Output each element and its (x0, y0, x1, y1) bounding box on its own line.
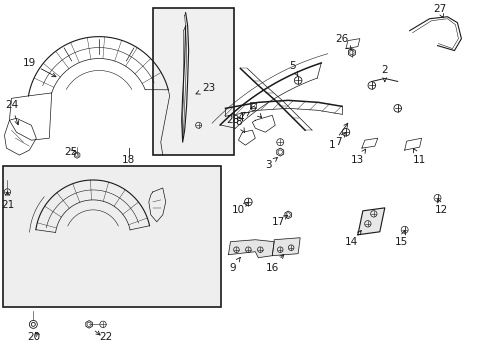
Polygon shape (357, 208, 384, 235)
Text: 17: 17 (271, 215, 287, 227)
Text: 11: 11 (412, 148, 426, 165)
Text: 19: 19 (22, 58, 56, 77)
Text: 5: 5 (288, 60, 297, 76)
Text: 10: 10 (231, 202, 247, 215)
Text: 28: 28 (225, 112, 245, 125)
Text: 9: 9 (229, 257, 240, 273)
Text: 3: 3 (264, 157, 277, 170)
Text: 7: 7 (334, 132, 345, 147)
FancyBboxPatch shape (3, 166, 220, 307)
Text: 6: 6 (248, 103, 261, 118)
Text: 14: 14 (345, 230, 361, 247)
Text: 12: 12 (434, 199, 447, 215)
Text: 23: 23 (196, 84, 215, 94)
FancyBboxPatch shape (152, 8, 234, 155)
Polygon shape (272, 238, 300, 256)
Text: 13: 13 (350, 149, 365, 165)
Text: 15: 15 (394, 231, 407, 247)
Text: 4: 4 (237, 112, 249, 123)
Text: 8: 8 (235, 117, 244, 132)
Text: 2: 2 (381, 66, 387, 82)
Text: 27: 27 (432, 4, 445, 18)
Text: 26: 26 (335, 33, 350, 50)
Text: 22: 22 (99, 332, 112, 342)
Text: 24: 24 (5, 100, 19, 125)
Text: 25: 25 (64, 147, 78, 157)
Polygon shape (228, 240, 274, 258)
Text: 16: 16 (265, 255, 283, 273)
Text: 21: 21 (1, 192, 14, 210)
Text: 1: 1 (328, 123, 347, 150)
Text: 18: 18 (122, 155, 135, 165)
Text: 20: 20 (27, 332, 40, 342)
